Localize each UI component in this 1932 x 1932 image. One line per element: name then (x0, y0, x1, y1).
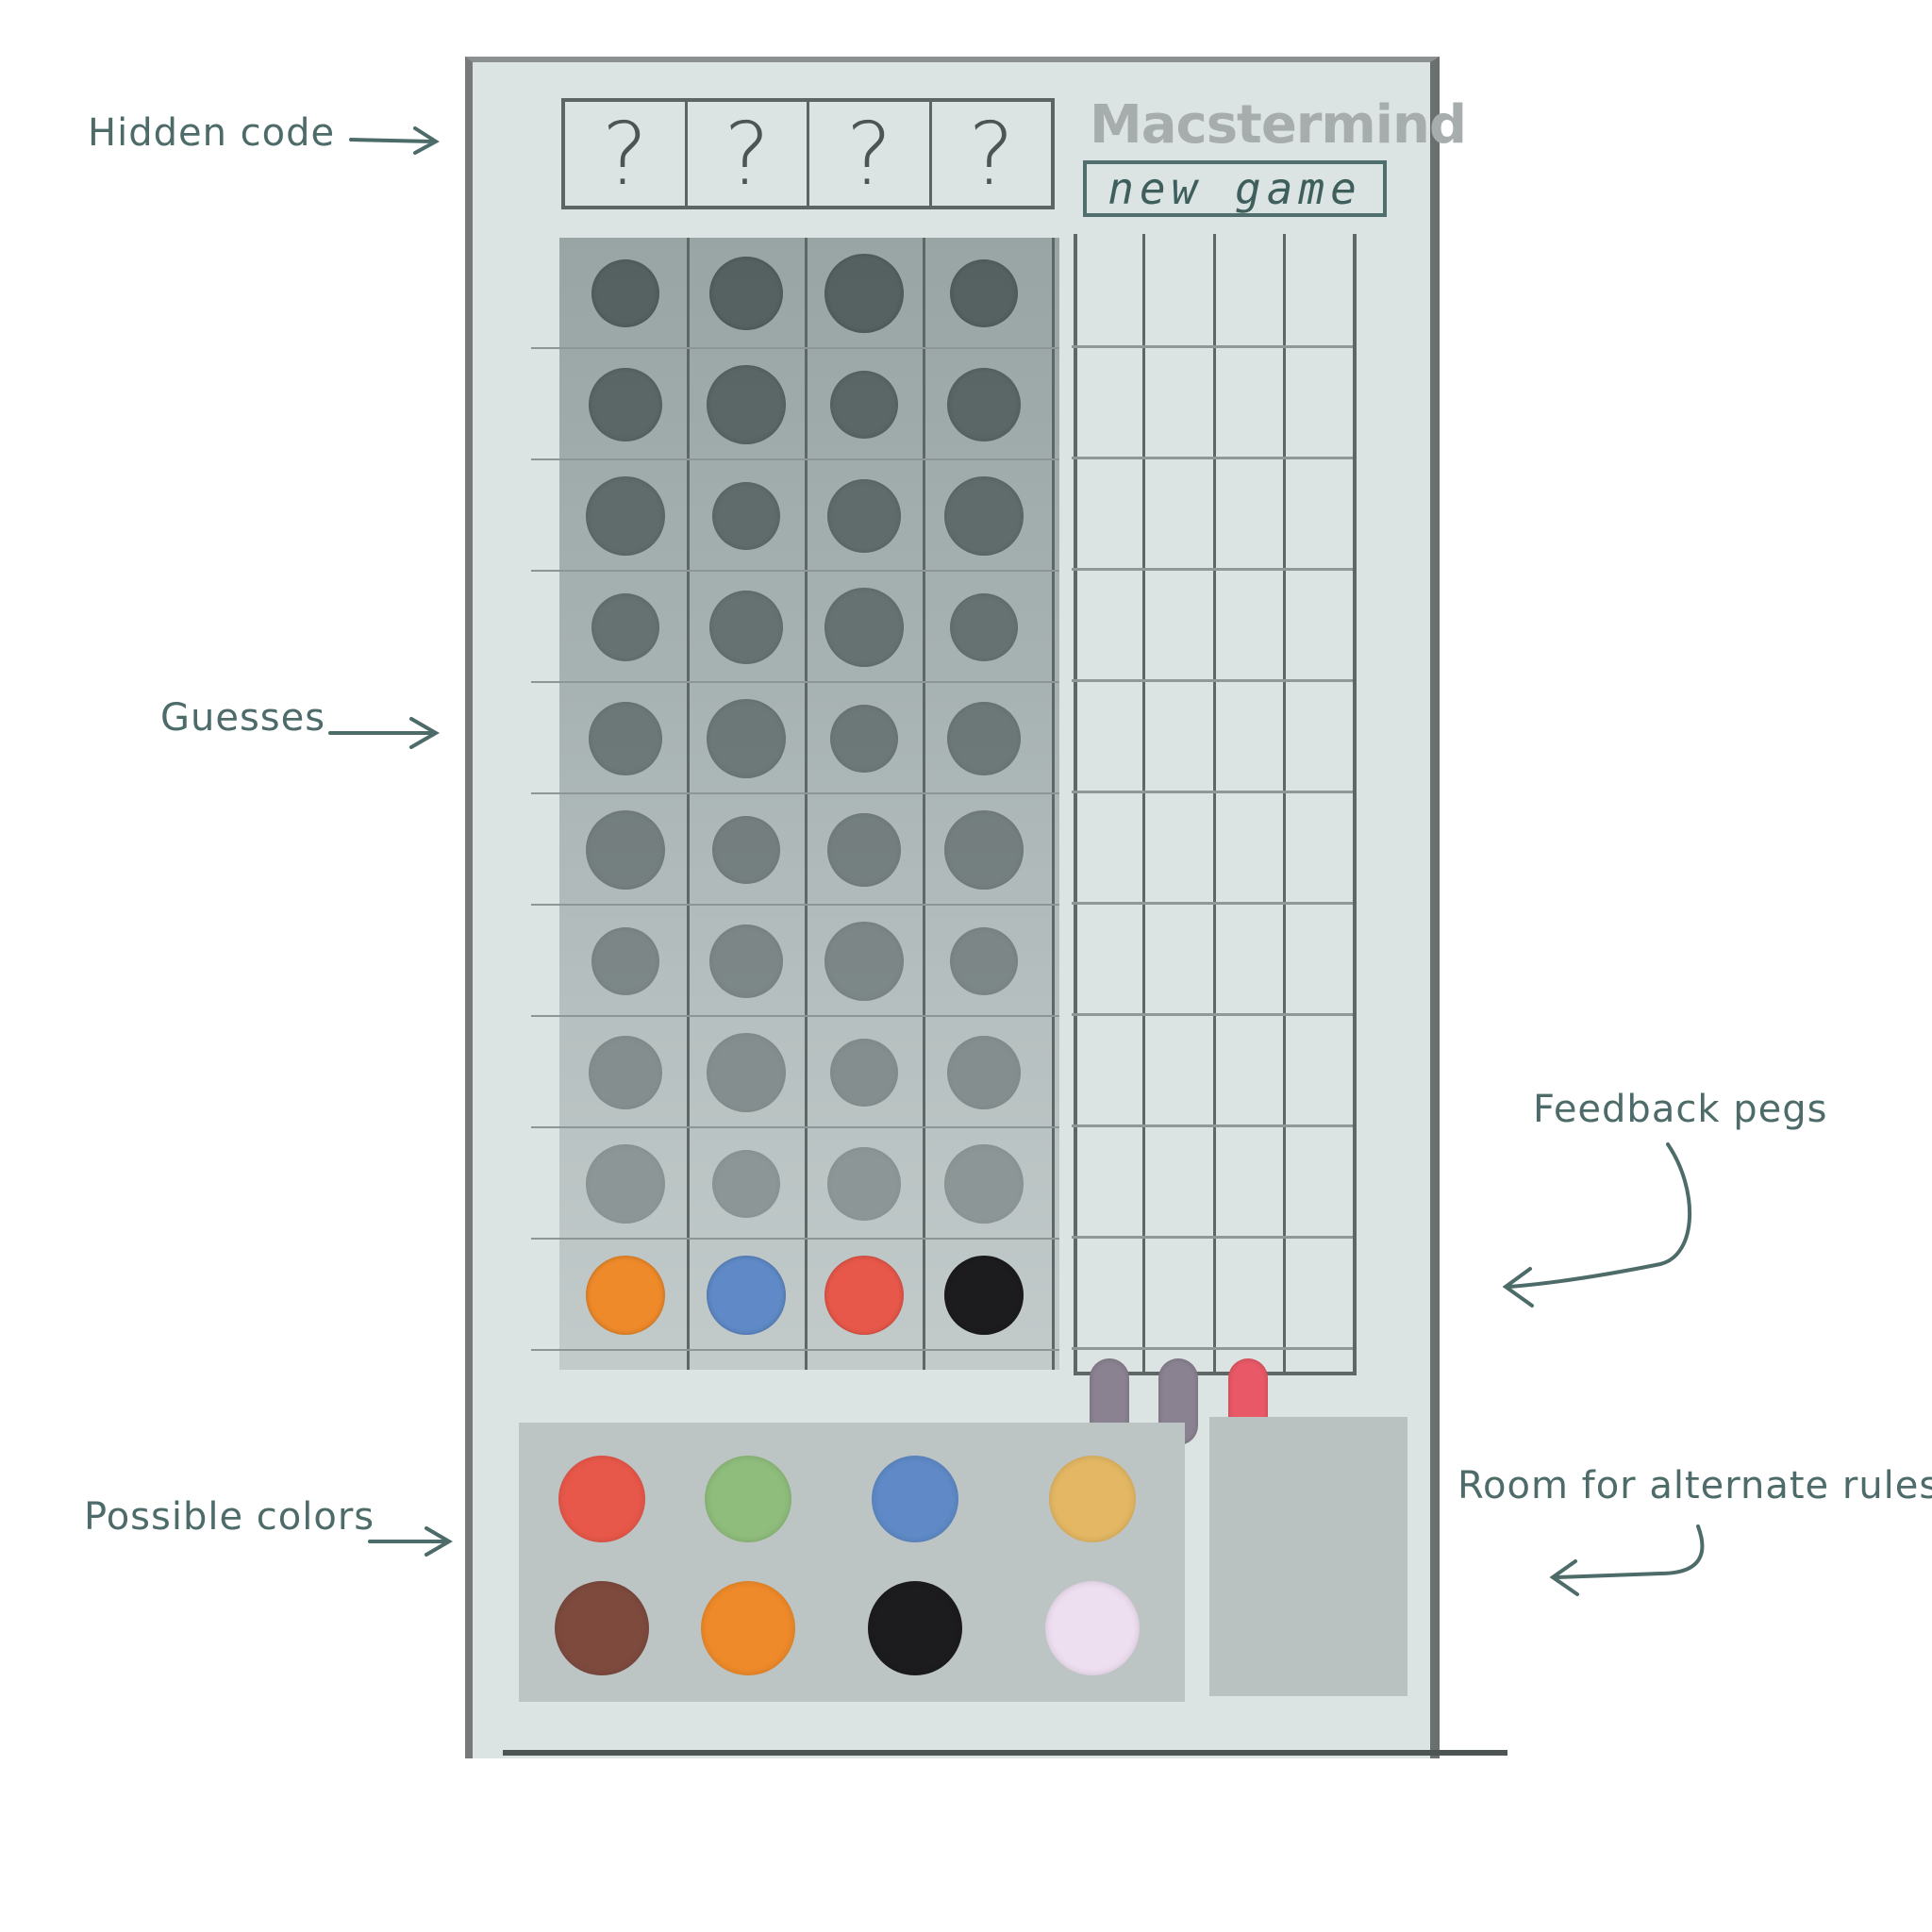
empty-peg-slot[interactable] (830, 705, 898, 773)
feedback-column-divider (1213, 234, 1216, 1372)
empty-peg-slot[interactable] (947, 1036, 1021, 1109)
empty-peg-slot[interactable] (586, 476, 665, 556)
empty-peg-slot[interactable] (944, 1144, 1024, 1224)
empty-peg-slot[interactable] (824, 588, 904, 667)
feedback-row-divider (1072, 1236, 1353, 1239)
arrow-alternate-rules (1549, 1524, 1705, 1596)
feedback-column-divider (1142, 234, 1145, 1372)
feedback-row-divider (1072, 1013, 1353, 1016)
alternate-rules-area (1209, 1417, 1407, 1696)
feedback-row-divider (1072, 568, 1353, 571)
empty-peg-slot[interactable] (709, 257, 783, 330)
empty-peg-slot[interactable] (827, 479, 901, 553)
empty-peg-slot[interactable] (709, 924, 783, 998)
annotation-guesses: Guesses (160, 696, 326, 740)
guess-row (531, 238, 1059, 349)
empty-peg-slot[interactable] (947, 702, 1021, 775)
empty-peg-slot[interactable] (589, 1036, 662, 1109)
guess-row (531, 683, 1059, 794)
arrow-guesses (328, 717, 441, 749)
palette-color-red[interactable] (558, 1456, 645, 1542)
empty-peg-slot[interactable] (589, 368, 662, 441)
empty-peg-slot[interactable] (950, 259, 1018, 327)
guess-row (531, 460, 1059, 572)
annotation-possible-colors: Possible colors (84, 1495, 375, 1539)
palette-color-brown[interactable] (555, 1581, 649, 1675)
palette-color-blue[interactable] (872, 1456, 958, 1542)
feedback-row-divider (1072, 679, 1353, 682)
palette-color-black[interactable] (868, 1581, 962, 1675)
feedback-grid (1072, 234, 1357, 1445)
palette-color-yellow[interactable] (1049, 1456, 1136, 1542)
palette-color-green[interactable] (705, 1456, 791, 1542)
guess-board-edge (1052, 238, 1055, 1370)
hidden-code-slot-4: ? (968, 103, 1015, 205)
hidden-code: ? ? ? ? (561, 98, 1055, 209)
palette-color-orange[interactable] (701, 1581, 795, 1675)
hidden-code-slot-2: ? (688, 102, 809, 206)
empty-peg-slot[interactable] (591, 593, 659, 661)
feedback-row-divider (1072, 1124, 1353, 1127)
feedback-column-divider (1283, 234, 1286, 1372)
empty-peg-slot[interactable] (707, 1033, 786, 1112)
empty-peg-slot[interactable] (712, 1150, 780, 1218)
empty-peg-slot[interactable] (824, 922, 904, 1001)
empty-peg-slot[interactable] (950, 593, 1018, 661)
guess-column-divider (805, 238, 808, 1370)
guess-row (531, 794, 1059, 906)
guess-row (531, 1128, 1059, 1240)
empty-peg-slot[interactable] (586, 810, 665, 890)
empty-peg-slot[interactable] (827, 1147, 901, 1221)
empty-peg-slot[interactable] (944, 810, 1024, 890)
guess-peg[interactable] (707, 1256, 786, 1335)
empty-peg-slot[interactable] (589, 702, 662, 775)
hidden-code-slot-1: ? (565, 102, 688, 206)
empty-peg-slot[interactable] (944, 476, 1024, 556)
empty-peg-slot[interactable] (830, 1039, 898, 1107)
empty-peg-slot[interactable] (707, 365, 786, 444)
empty-peg-slot[interactable] (591, 259, 659, 327)
hidden-code-slot-3: ? (809, 102, 932, 206)
guess-peg[interactable] (944, 1256, 1024, 1335)
feedback-row-divider (1072, 457, 1353, 459)
empty-peg-slot[interactable] (707, 699, 786, 778)
feedback-row-divider (1072, 345, 1353, 348)
empty-peg-slot[interactable] (586, 1144, 665, 1224)
guess-peg[interactable] (824, 1256, 904, 1335)
empty-peg-slot[interactable] (947, 368, 1021, 441)
guess-row (531, 1017, 1059, 1128)
empty-peg-slot[interactable] (830, 371, 898, 439)
empty-peg-slot[interactable] (591, 927, 659, 995)
empty-peg-slot[interactable] (712, 482, 780, 550)
annotation-feedback-pegs: Feedback pegs (1533, 1088, 1828, 1131)
guess-row (531, 572, 1059, 683)
color-palette (519, 1423, 1185, 1702)
guess-row (531, 1240, 1059, 1351)
annotation-hidden-code: Hidden code (88, 111, 336, 155)
guess-row (531, 349, 1059, 460)
palette-color-white[interactable] (1045, 1581, 1140, 1675)
arrow-hidden-code (349, 126, 440, 155)
feedback-row-divider (1072, 902, 1353, 905)
empty-peg-slot[interactable] (950, 927, 1018, 995)
guess-board (531, 238, 1059, 1370)
empty-peg-slot[interactable] (709, 591, 783, 664)
empty-peg-slot[interactable] (827, 813, 901, 887)
new-game-button[interactable]: new game (1083, 160, 1387, 217)
arrow-feedback-pegs (1502, 1142, 1692, 1307)
empty-peg-slot[interactable] (712, 816, 780, 884)
empty-peg-slot[interactable] (824, 254, 904, 333)
game-title: Macstermind (1090, 94, 1467, 156)
guess-column-divider (923, 238, 925, 1370)
feedback-row-divider (1072, 1347, 1353, 1350)
board-bottom-edge (503, 1750, 1507, 1756)
arrow-possible-colors (368, 1526, 453, 1557)
feedback-row-divider (1072, 791, 1353, 793)
guess-peg[interactable] (586, 1256, 665, 1335)
guess-row (531, 906, 1059, 1017)
annotation-alternate-rules: Room for alternate rules (1457, 1464, 1932, 1507)
guess-column-divider (687, 238, 690, 1370)
